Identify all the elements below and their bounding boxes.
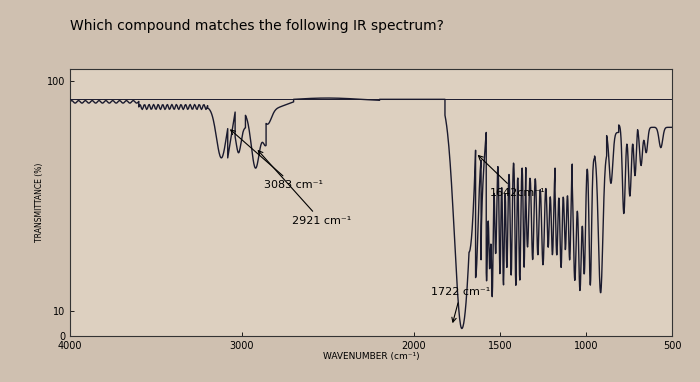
Text: 1642cm⁻¹: 1642cm⁻¹ xyxy=(479,155,545,198)
Y-axis label: TRANSMITTANCE (%): TRANSMITTANCE (%) xyxy=(35,163,44,242)
X-axis label: WAVENUMBER (cm⁻¹): WAVENUMBER (cm⁻¹) xyxy=(323,353,419,361)
Text: 3083 cm⁻¹: 3083 cm⁻¹ xyxy=(231,130,323,191)
Text: 1722 cm⁻¹: 1722 cm⁻¹ xyxy=(431,287,491,322)
Text: Which compound matches the following IR spectrum?: Which compound matches the following IR … xyxy=(70,19,444,33)
Text: 2921 cm⁻¹: 2921 cm⁻¹ xyxy=(258,151,351,226)
